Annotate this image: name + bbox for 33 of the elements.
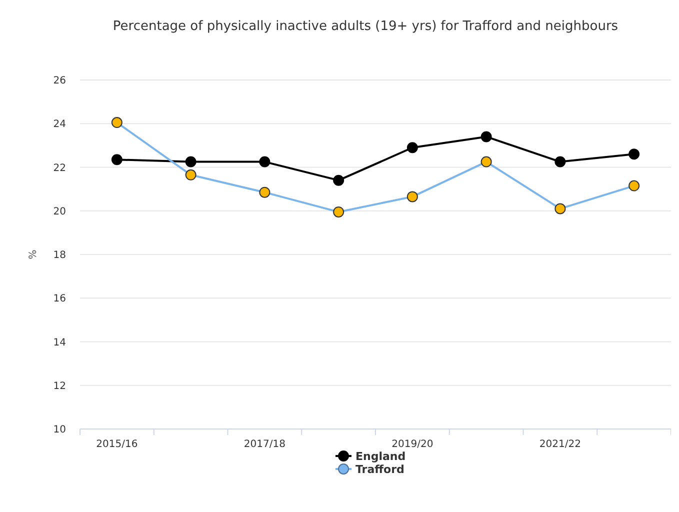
point [480, 156, 492, 168]
x-tick-label: 2021/22 [539, 439, 581, 450]
y-tick-label: 24 [53, 119, 66, 130]
y-tick-label: 12 [53, 380, 66, 392]
x-tick-label: 2017/18 [244, 439, 286, 450]
point [628, 148, 640, 160]
point [333, 174, 344, 186]
y-tick-label: 22 [53, 162, 66, 174]
point [111, 117, 122, 128]
point [406, 191, 418, 202]
point [480, 131, 492, 142]
chart-title: Percentage of physically inactive adults (19+ yrs) for Trafford and neighbours [112, 19, 618, 34]
point [185, 169, 196, 180]
y-tick-label: 26 [53, 76, 66, 86]
x-tick-label: 2015/16 [96, 439, 138, 450]
point [185, 156, 196, 168]
point [554, 203, 566, 214]
legend-label: England [356, 450, 406, 463]
point [111, 154, 122, 166]
x-tick-label: 2019/20 [392, 439, 434, 450]
point [406, 142, 418, 154]
y-tick-label: 14 [53, 337, 66, 348]
point [554, 156, 566, 168]
legend-label: Trafford [356, 463, 404, 476]
y-tick-label: 18 [53, 250, 66, 261]
point [628, 180, 640, 192]
y-tick-label: 16 [53, 294, 66, 305]
point [333, 206, 344, 218]
y-tick-label: 20 [53, 206, 66, 218]
point [259, 186, 270, 198]
point [259, 156, 270, 168]
y-tick-label: 10 [53, 424, 66, 436]
y-axis-title: % [28, 250, 39, 260]
